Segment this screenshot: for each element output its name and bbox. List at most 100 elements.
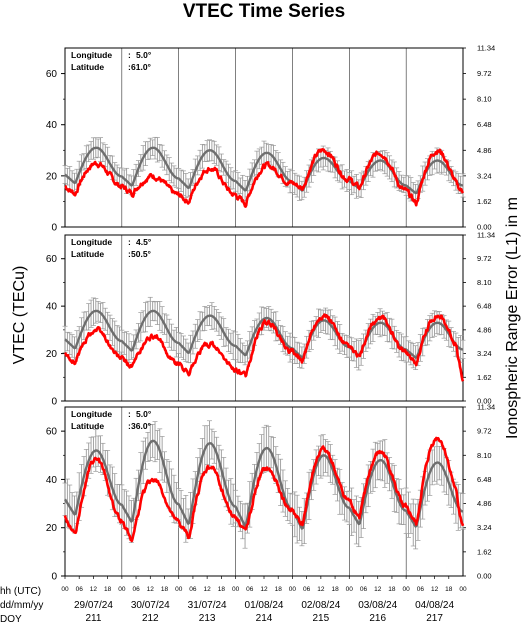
right-tick-label: 9.72 xyxy=(477,69,492,78)
right-tick-label: 0.00 xyxy=(477,223,492,232)
latitude-colon: : xyxy=(128,249,131,259)
median-line xyxy=(63,439,464,530)
y-tick-label: 20 xyxy=(46,349,58,360)
hour-tick-label: 12 xyxy=(431,586,439,593)
right-tick-label: 0.00 xyxy=(477,572,492,581)
longitude-label: Longitude xyxy=(71,50,112,60)
measured-line xyxy=(64,148,465,208)
longitude-value: 5.0° xyxy=(136,50,152,60)
hour-tick-label: 06 xyxy=(246,586,254,593)
hour-tick-label: 00 xyxy=(346,586,354,593)
right-tick-label: 8.10 xyxy=(477,95,492,104)
hour-tick-label: 18 xyxy=(331,586,339,593)
date-label: 30/07/24 xyxy=(131,600,170,611)
hour-tick-label: 00 xyxy=(289,586,297,593)
longitude-value: 4.5° xyxy=(136,237,152,247)
longitude-colon: : xyxy=(128,409,131,419)
doy-label: 215 xyxy=(313,613,330,623)
latitude-value: 36.0° xyxy=(131,421,152,431)
location-info: Longitude:4.5° Latitude:50.5° xyxy=(71,237,152,259)
date-label: 04/08/24 xyxy=(415,600,454,611)
right-tick-label: 3.24 xyxy=(477,523,492,532)
right-tick-label: 4.86 xyxy=(477,146,492,155)
y-tick-label: 0 xyxy=(51,397,57,408)
doy-label: 212 xyxy=(142,613,159,623)
hour-tick-label: 12 xyxy=(90,586,98,593)
y-tick-label: 60 xyxy=(46,69,58,80)
latitude-colon: : xyxy=(128,62,131,72)
hour-tick-label: 06 xyxy=(132,586,140,593)
y-tick-label: 60 xyxy=(46,254,58,265)
doy-label: 217 xyxy=(426,613,443,623)
right-tick-label: 8.10 xyxy=(477,451,492,460)
panel-frame xyxy=(64,47,464,228)
x-axis: hh (UTC) dd/mm/yy DOY 00 06 12 18 29/07/24 211 00… xyxy=(0,576,467,623)
hour-tick-label: 18 xyxy=(275,586,283,593)
hour-tick-label: 06 xyxy=(189,586,197,593)
location-info: Longitude:5.0° Latitude:36.0° xyxy=(71,409,152,431)
hour-tick-label: 00 xyxy=(118,586,126,593)
hour-tick-label: 12 xyxy=(204,586,212,593)
right-tick-label: 9.72 xyxy=(477,427,492,436)
doy-label: 211 xyxy=(85,613,101,623)
y-tick-label: 40 xyxy=(46,475,58,486)
measured-line xyxy=(63,313,465,382)
right-tick-label: 4.86 xyxy=(477,325,492,334)
hour-tick-label: 18 xyxy=(218,586,226,593)
longitude-label: Longitude xyxy=(71,237,112,247)
right-tick-label: 3.24 xyxy=(477,171,492,180)
panel-3: 0 20 40 60 0.00 1.62 3.24 4.86 6.48 8.10 9.72 11.34… xyxy=(46,403,495,583)
y-axis-label-left: VTEC (TECu) xyxy=(11,266,28,365)
longitude-colon: : xyxy=(128,50,131,60)
hour-tick-label: 00 xyxy=(232,586,240,593)
hour-tick-label: 18 xyxy=(388,586,396,593)
y-tick-label: 60 xyxy=(46,427,58,438)
panel-2: 0 20 40 60 0.00 1.62 3.24 4.86 6.48 8.10 9.72 11.34… xyxy=(46,231,495,408)
latitude-value: 61.0° xyxy=(131,62,152,72)
right-tick-label: 1.62 xyxy=(477,197,492,206)
right-tick-label: 8.10 xyxy=(477,278,492,287)
y-tick-label: 0 xyxy=(51,223,57,234)
chart-title: VTEC Time Series xyxy=(183,1,345,22)
location-info: Longitude:5.0° Latitude:61.0° xyxy=(71,50,152,72)
y-axis-label-right: Ionospheric Range Error (L1) in m xyxy=(504,197,521,439)
right-tick-label: 6.48 xyxy=(477,120,492,129)
right-tick-label: 9.72 xyxy=(477,254,492,263)
longitude-value: 5.0° xyxy=(136,409,152,419)
date-label: 02/08/24 xyxy=(301,600,340,611)
measured-line xyxy=(63,436,465,543)
y-tick-label: 0 xyxy=(51,572,57,583)
latitude-value: 50.5° xyxy=(131,249,152,259)
longitude-colon: : xyxy=(128,237,131,247)
date-label: 29/07/24 xyxy=(74,600,113,611)
hour-tick-label: 06 xyxy=(417,586,425,593)
hour-tick-label: 00 xyxy=(459,586,467,593)
panel-1: 0 20 40 60 0.00 1.62 3.24 4.86 6.48 8.10 9.72 11.34… xyxy=(46,44,495,234)
latitude-label: Latitude xyxy=(71,249,104,259)
y-tick-label: 40 xyxy=(46,120,58,131)
doy-label: 214 xyxy=(256,613,273,623)
hour-tick-label: 18 xyxy=(161,586,169,593)
hour-tick-label: 12 xyxy=(374,586,382,593)
hour-tick-label: 00 xyxy=(403,586,411,593)
hour-tick-label: 12 xyxy=(260,586,268,593)
y-tick-label: 20 xyxy=(46,523,58,534)
plot-panels: 0 20 40 60 0.00 1.62 3.24 4.86 6.48 8.10 9.72 11.34… xyxy=(46,44,495,583)
hour-tick-label: 00 xyxy=(175,586,183,593)
x-row-label: hh (UTC) xyxy=(0,586,41,597)
right-tick-label: 11.34 xyxy=(477,231,495,240)
right-tick-label: 0.00 xyxy=(477,397,492,406)
right-tick-label: 6.48 xyxy=(477,475,492,484)
hour-tick-label: 18 xyxy=(104,586,112,593)
x-row-label: dd/mm/yy xyxy=(0,600,43,611)
y-tick-label: 40 xyxy=(46,302,58,313)
right-tick-label: 6.48 xyxy=(477,302,492,311)
right-tick-label: 1.62 xyxy=(477,373,492,382)
date-label: 01/08/24 xyxy=(245,600,284,611)
hour-tick-label: 12 xyxy=(147,586,155,593)
right-tick-label: 3.24 xyxy=(477,349,492,358)
doy-label: 216 xyxy=(369,613,386,623)
right-tick-label: 11.34 xyxy=(477,44,495,53)
date-label: 03/08/24 xyxy=(358,600,397,611)
